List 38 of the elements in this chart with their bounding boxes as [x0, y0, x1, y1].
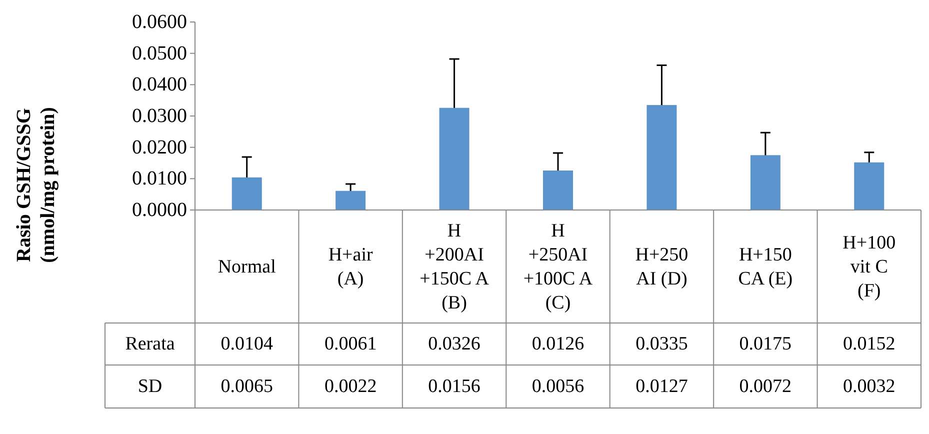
- y-tick-label: 0.0400: [132, 74, 187, 96]
- data-label: 0.0152: [843, 334, 896, 354]
- x-tick-label: H +200AI +150C A (B): [420, 220, 490, 313]
- bar: [336, 190, 366, 210]
- data-label: 0.0104: [220, 334, 274, 354]
- text: SD: [138, 376, 162, 397]
- text: 0.0065: [220, 376, 273, 397]
- x-tick-label: H+150 CA (E): [738, 244, 793, 289]
- data-label: 0.0175: [739, 334, 792, 354]
- y-tick-label: 0.0100: [132, 168, 187, 190]
- bar: [543, 170, 573, 210]
- y-tick-label: 0.0200: [132, 136, 187, 158]
- data-label: 0.0335: [636, 334, 688, 354]
- text: 0.0156: [428, 376, 480, 397]
- y-tick-label: 0.0600: [132, 11, 187, 33]
- data-label: 0.0126: [532, 334, 584, 354]
- text: 0.0127: [636, 376, 688, 397]
- x-tick-label: H+250 AI (D): [635, 244, 688, 289]
- y-tick-label: 0.0500: [132, 42, 187, 64]
- x-tick-label: H+air (A): [328, 244, 374, 289]
- text: 0.0032: [843, 376, 896, 397]
- x-tick-label: H+100 vit C (F): [842, 232, 896, 301]
- text: Rerata: [125, 334, 176, 354]
- bar: [439, 108, 470, 210]
- x-tick-label: H +250AI +100C A (C): [523, 220, 593, 313]
- data-label: 0.0061: [324, 334, 377, 354]
- text: 0.0072: [739, 376, 792, 397]
- bar: [750, 155, 780, 210]
- x-tick-label: Normal: [218, 256, 276, 277]
- y-tick-label: 0.0000: [132, 199, 187, 221]
- bar: [646, 105, 677, 210]
- y-axis-title: Rasio GSH/GSSG (nmol/mg protein): [13, 107, 59, 263]
- bar: [232, 177, 262, 210]
- data-label: 0.0326: [428, 334, 480, 354]
- text: 0.0022: [324, 376, 377, 397]
- text: 0.0056: [532, 376, 584, 397]
- y-tick-label: 0.0300: [132, 105, 187, 127]
- bar: [854, 162, 884, 210]
